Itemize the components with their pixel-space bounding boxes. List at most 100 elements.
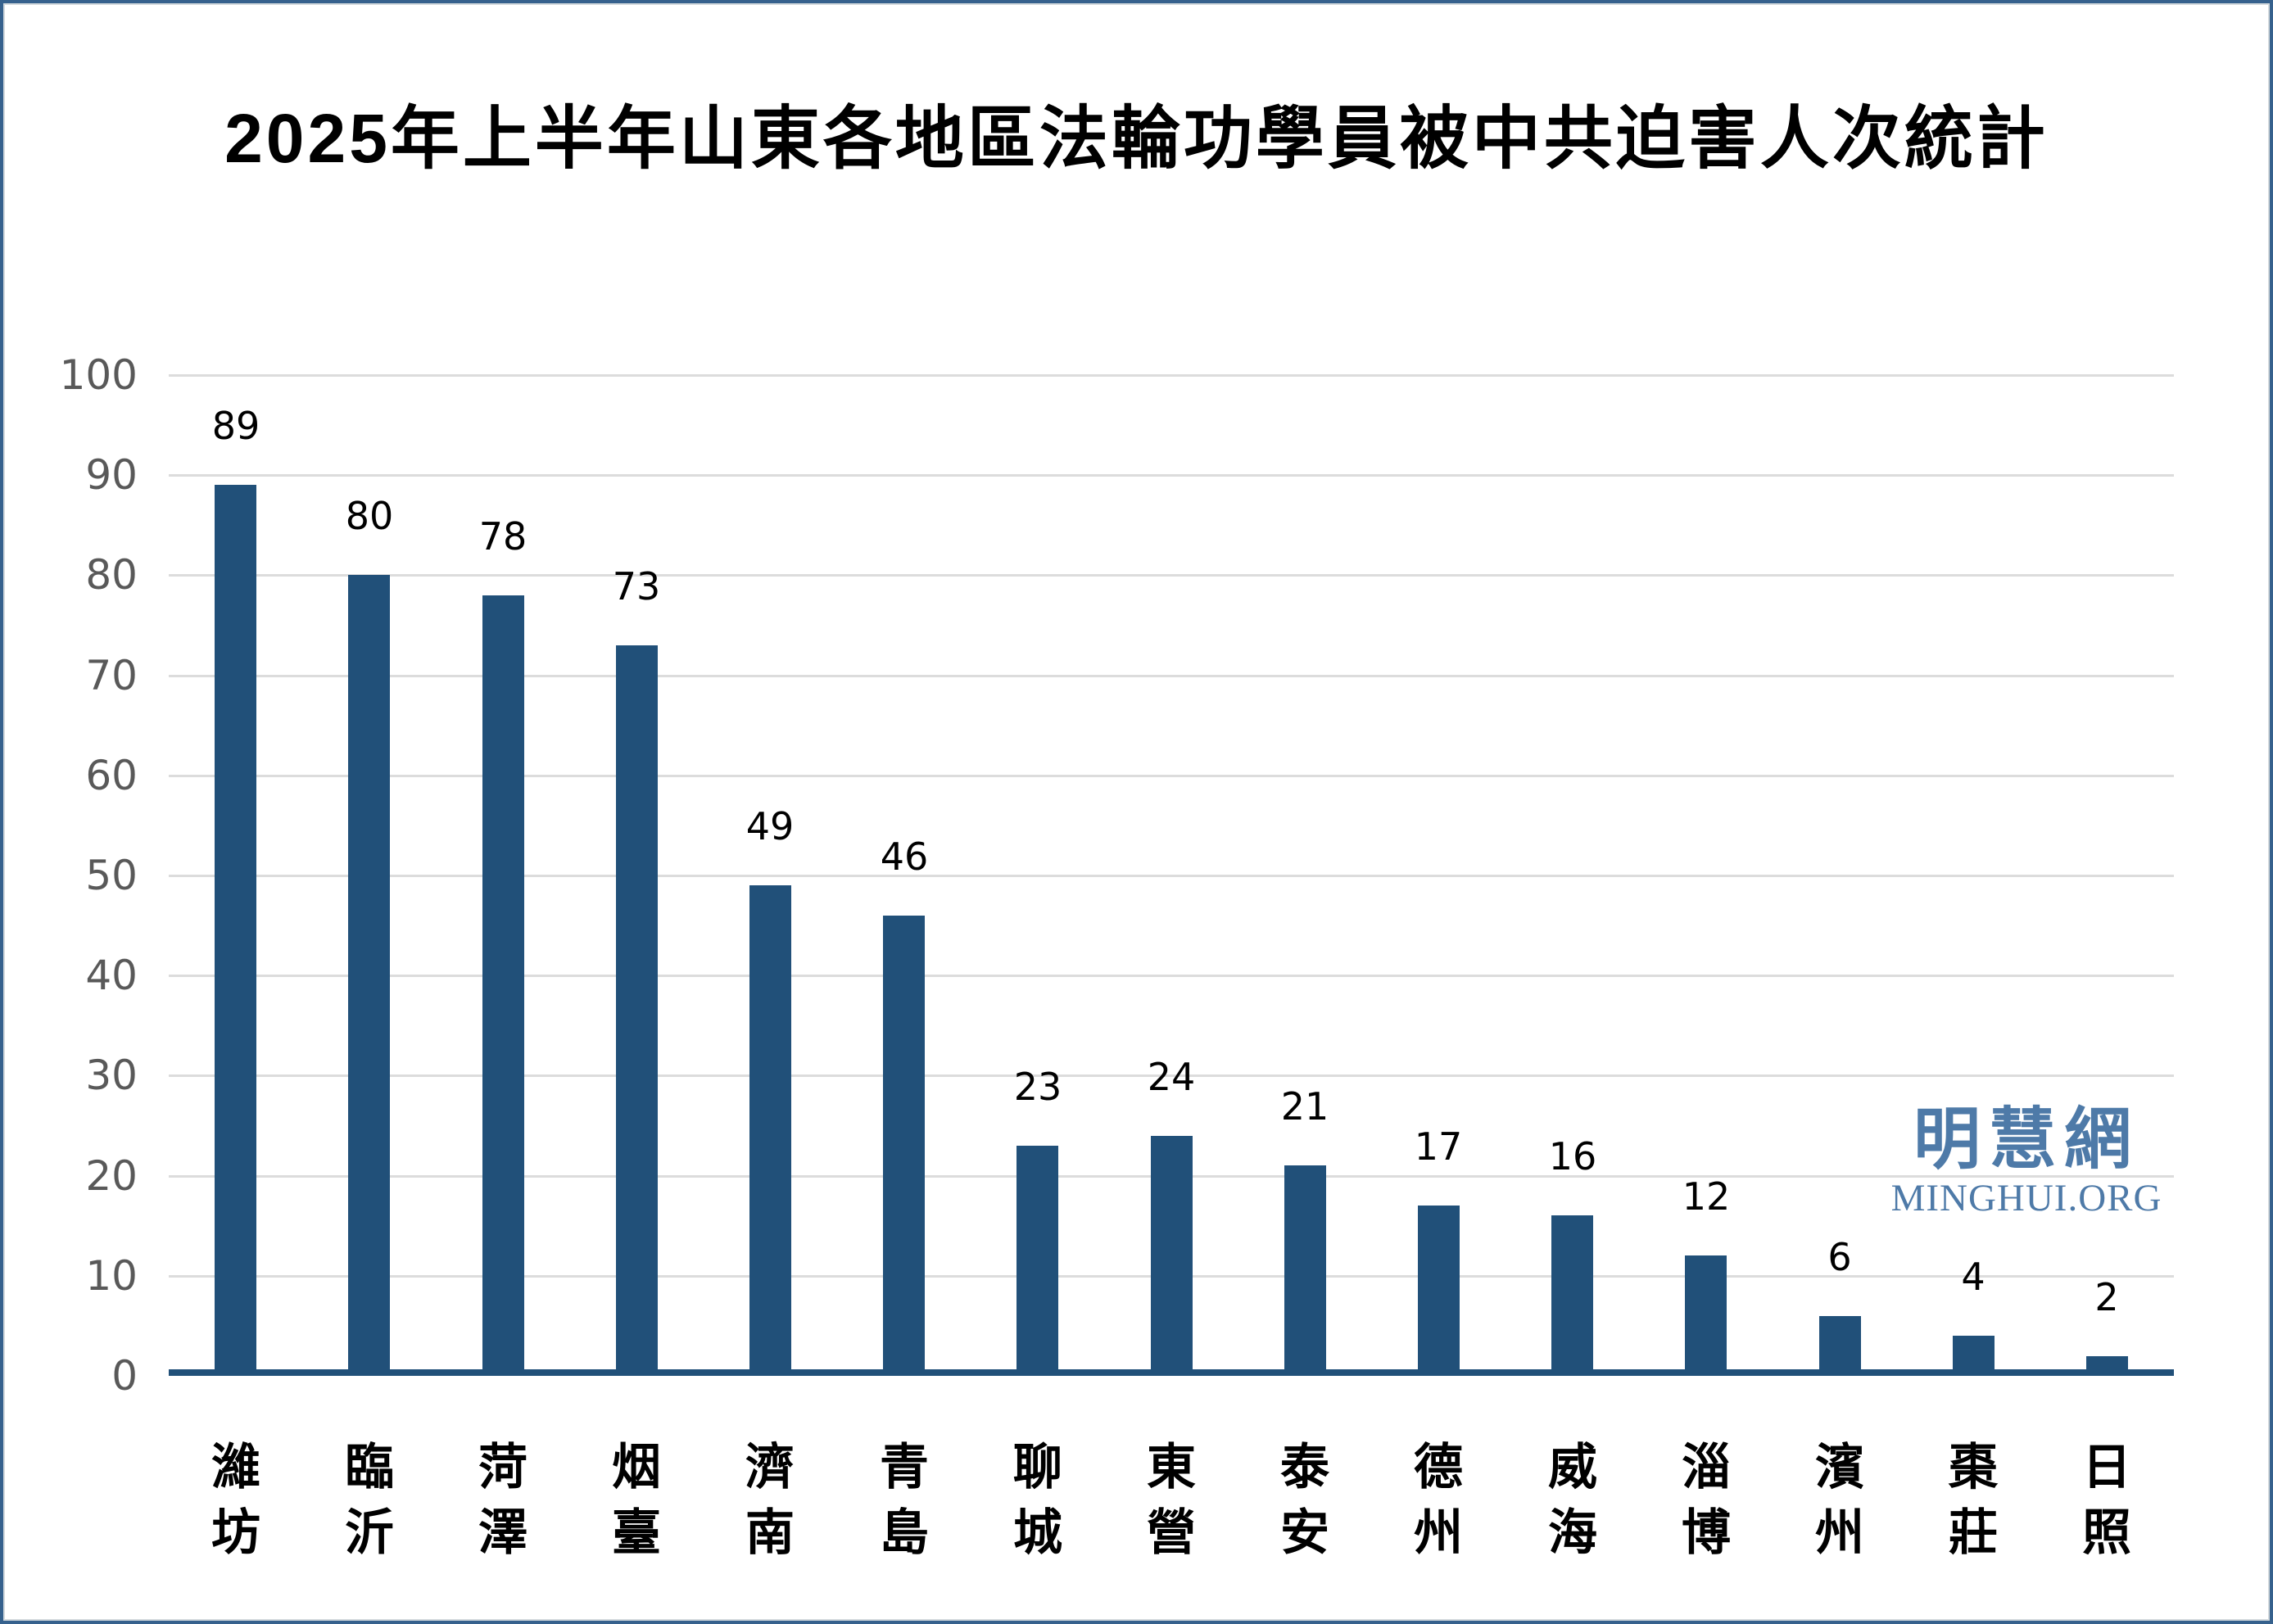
- x-axis-category-char: 城: [1013, 1505, 1062, 1560]
- minghui-logo-cjk: 明慧網: [1913, 1102, 2139, 1177]
- bar: [1284, 1165, 1326, 1376]
- y-axis-tick-label: 70: [85, 651, 138, 699]
- x-axis-category-char: 澤: [478, 1505, 527, 1560]
- x-axis-category-char: 德: [1414, 1440, 1463, 1495]
- x-axis-category-label: 泰安: [1238, 1435, 1372, 1566]
- bar: [1418, 1206, 1460, 1376]
- bar-value-label: 46: [880, 835, 929, 879]
- bar: [749, 885, 791, 1376]
- y-axis-tick-label: 30: [85, 1052, 138, 1100]
- gridline: [169, 574, 2174, 577]
- x-axis-category-char: 坊: [211, 1505, 260, 1560]
- x-axis-category-char: 州: [1815, 1505, 1864, 1560]
- bar-value-label: 73: [612, 564, 661, 608]
- x-axis-category-char: 菏: [478, 1440, 527, 1495]
- x-axis-category-char: 東: [1147, 1440, 1196, 1495]
- x-axis-category-char: 烟: [612, 1440, 661, 1495]
- x-axis-category-label: 菏澤: [436, 1435, 570, 1566]
- x-axis-category-char: 島: [880, 1505, 929, 1560]
- bar: [1953, 1336, 1995, 1376]
- y-axis-tick-label: 80: [85, 551, 138, 599]
- bar-value-label: 49: [745, 804, 795, 848]
- x-axis-category-label: 濱州: [1773, 1435, 1907, 1566]
- x-axis-category-label: 濟南: [703, 1435, 837, 1566]
- y-axis-tick-label: 60: [85, 751, 138, 799]
- x-axis-category-char: 南: [745, 1505, 795, 1560]
- x-axis-category-label: 日照: [2040, 1435, 2174, 1566]
- bar: [482, 595, 524, 1376]
- bar-value-label: 4: [1961, 1255, 1985, 1299]
- bar: [1017, 1146, 1058, 1376]
- minghui-watermark: 明慧網 MINGHUI.ORG: [1887, 1104, 2166, 1219]
- x-axis-line: [169, 1369, 2174, 1376]
- gridline: [169, 674, 2174, 677]
- bar-value-label: 17: [1414, 1124, 1463, 1169]
- x-axis-category-label: 德州: [1371, 1435, 1506, 1566]
- x-axis-category-char: 安: [1280, 1505, 1329, 1560]
- y-axis-tick-label: 90: [85, 451, 138, 500]
- gridline: [169, 774, 2174, 777]
- bar: [1685, 1255, 1727, 1376]
- gridline: [169, 875, 2174, 877]
- bar: [1551, 1215, 1593, 1376]
- bar-value-label: 6: [1827, 1235, 1852, 1279]
- bar-value-label: 23: [1013, 1065, 1062, 1109]
- x-axis-category-label: 青島: [837, 1435, 971, 1566]
- x-axis-category-char: 沂: [345, 1505, 394, 1560]
- x-axis-category-char: 聊: [1013, 1440, 1062, 1495]
- x-axis-category-label: 聊城: [971, 1435, 1105, 1566]
- x-axis-category-label: 臨沂: [302, 1435, 437, 1566]
- x-axis-category-char: 博: [1682, 1505, 1731, 1560]
- bar-value-label: 21: [1280, 1084, 1329, 1129]
- x-axis-category-label: 濰坊: [169, 1435, 303, 1566]
- x-axis-category-char: 日: [2082, 1440, 2131, 1495]
- x-axis-category-char: 青: [880, 1440, 929, 1495]
- gridline: [169, 1074, 2174, 1078]
- bar: [215, 485, 256, 1376]
- bar: [1819, 1316, 1861, 1376]
- bar-value-label: 2: [2094, 1275, 2119, 1319]
- x-axis-category-char: 泰: [1280, 1440, 1329, 1495]
- x-axis-category-char: 海: [1548, 1505, 1597, 1560]
- y-axis-tick-label: 10: [85, 1251, 138, 1300]
- y-axis-tick-label: 100: [59, 351, 138, 399]
- x-axis-category-label: 淄博: [1639, 1435, 1773, 1566]
- y-axis-tick-label: 20: [85, 1151, 138, 1200]
- bar-value-label: 12: [1682, 1174, 1731, 1219]
- bar-value-label: 78: [478, 514, 527, 559]
- x-axis-category-char: 營: [1147, 1505, 1196, 1560]
- y-axis-tick-label: 0: [111, 1352, 138, 1400]
- gridline: [169, 474, 2174, 477]
- bar: [348, 575, 390, 1376]
- x-axis-category-label: 威海: [1506, 1435, 1640, 1566]
- x-axis-category-char: 淄: [1682, 1440, 1731, 1495]
- gridline: [169, 374, 2174, 377]
- x-axis-category-char: 棗: [1949, 1440, 1998, 1495]
- x-axis-category-label: 烟臺: [569, 1435, 704, 1566]
- x-axis-category-char: 濱: [1815, 1440, 1864, 1495]
- x-axis-category-label: 東營: [1104, 1435, 1238, 1566]
- bar-value-label: 16: [1548, 1134, 1597, 1178]
- x-axis-category-char: 照: [2082, 1505, 2131, 1560]
- x-axis-category-char: 臺: [612, 1505, 661, 1560]
- y-axis-tick-label: 40: [85, 952, 138, 1000]
- minghui-logo-latin: MINGHUI.ORG: [1890, 1177, 2162, 1219]
- bar-value-label: 24: [1147, 1055, 1196, 1099]
- bar: [1151, 1136, 1193, 1376]
- chart-title: 2025年上半年山東各地區法輪功學員被中共迫害人次統計: [224, 100, 2049, 177]
- x-axis-category-char: 臨: [345, 1440, 394, 1495]
- bar-value-label: 80: [345, 494, 394, 538]
- y-axis-tick-label: 50: [85, 852, 138, 899]
- x-axis-category-char: 莊: [1949, 1505, 1998, 1560]
- x-axis-category-char: 威: [1548, 1440, 1597, 1495]
- bar-value-label: 89: [211, 404, 260, 448]
- x-axis-category-label: 棗莊: [1906, 1435, 2040, 1566]
- bar: [616, 645, 658, 1376]
- bar: [883, 916, 925, 1376]
- gridline: [169, 975, 2174, 978]
- bar-chart: 0 10 20 30 40 50 60 70 80 90 100 89 濰坊 80 臨沂 78 菏澤 73 烟臺 49…: [3, 3, 2270, 1621]
- x-axis-category-char: 濰: [211, 1440, 260, 1495]
- x-axis-category-char: 濟: [745, 1440, 795, 1495]
- x-axis-category-char: 州: [1414, 1505, 1463, 1560]
